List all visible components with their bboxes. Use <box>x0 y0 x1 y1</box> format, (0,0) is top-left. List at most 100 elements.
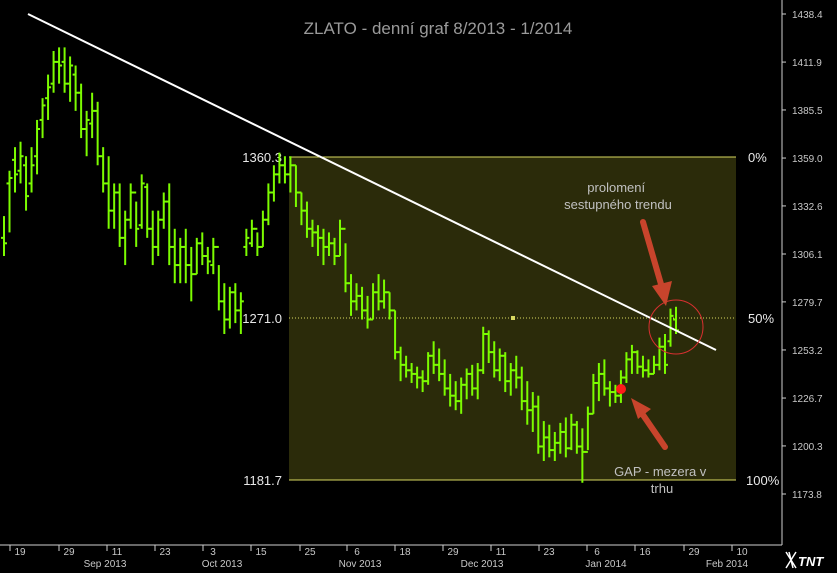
ohlc-bar <box>331 237 338 266</box>
ohlc-bar <box>342 227 349 293</box>
ohlc-bar <box>94 101 101 166</box>
ohlc-bar <box>502 352 509 393</box>
y-tick-label: 1253.2 <box>792 346 823 357</box>
ohlc-bar <box>122 210 129 266</box>
ohlc-bar <box>133 191 140 247</box>
ohlc-bar <box>6 170 13 233</box>
ohlc-bar <box>540 421 547 461</box>
ohlc-bar <box>39 98 46 139</box>
ohlc-bar <box>193 237 200 276</box>
ohlc-bar <box>314 225 321 256</box>
ohlc-bar <box>590 373 597 415</box>
ohlc-bar <box>111 183 118 229</box>
breakout-annotation: prolomení sestupného trendu <box>564 180 672 212</box>
fib-zone <box>289 156 736 481</box>
x-tick-label: 23 <box>159 547 171 558</box>
ohlc-bar <box>34 119 41 175</box>
ohlc-bar <box>436 348 443 382</box>
ohlc-bar <box>215 245 222 311</box>
ohlc-bar <box>535 395 542 454</box>
ohlc-bar <box>634 350 641 374</box>
ohlc-bar <box>210 237 217 275</box>
ohlc-bar <box>67 56 74 102</box>
ohlc-bar <box>105 156 112 229</box>
ohlc-bar <box>56 47 63 84</box>
y-tick-label: 1332.6 <box>792 202 823 213</box>
ohlc-bar <box>364 295 371 329</box>
tnt-logo: TNT <box>783 546 837 573</box>
y-tick-label: 1438.4 <box>792 10 823 21</box>
ohlc-bar <box>337 219 343 257</box>
ohlc-bar <box>320 228 327 266</box>
ohlc-bar <box>23 156 30 211</box>
x-tick-label: 6 <box>594 547 600 558</box>
ohlc-bar <box>160 192 167 229</box>
x-tick-label: 6 <box>354 547 360 558</box>
ohlc-bar <box>144 183 151 238</box>
ohlc-bar <box>370 283 377 321</box>
ohlc-bar <box>579 428 586 483</box>
ohlc-bar <box>182 228 189 284</box>
ohlc-bar <box>149 210 156 266</box>
x-tick-label: 29 <box>688 547 700 558</box>
ohlc-bar <box>348 274 355 316</box>
ohlc-bar <box>89 92 96 139</box>
ohlc-bar <box>177 237 184 284</box>
ohlc-bar <box>28 147 35 193</box>
breakout-circle <box>648 299 704 355</box>
fib-pct-label-0: 0% <box>748 150 767 165</box>
ohlc-bar <box>248 219 255 247</box>
ohlc-bar <box>281 156 288 184</box>
ohlc-bar <box>171 228 178 284</box>
y-tick-label: 1411.9 <box>792 58 822 69</box>
ohlc-bar <box>392 309 399 360</box>
ohlc-bar <box>485 330 492 364</box>
gap-arrow <box>631 398 668 450</box>
ohlc-bar <box>155 210 162 256</box>
x-month-label: Nov 2013 <box>339 559 382 570</box>
ohlc-bar <box>562 417 569 458</box>
price-bars <box>1 47 679 483</box>
ohlc-bar <box>287 156 294 193</box>
ohlc-bar <box>518 366 525 411</box>
y-tick-label: 1359.0 <box>792 154 823 165</box>
ohlc-bar <box>309 219 316 247</box>
x-tick-label: 19 <box>14 547 26 558</box>
ohlc-bar <box>116 183 123 247</box>
ohlc-bar <box>414 366 421 389</box>
ohlc-bar <box>628 344 635 374</box>
ohlc-bar <box>359 286 366 320</box>
y-tick-label: 1173.8 <box>792 490 822 501</box>
ohlc-bar <box>441 359 448 396</box>
ohlc-bar <box>72 65 79 111</box>
ohlc-bar <box>463 368 470 400</box>
ohlc-bar <box>325 232 332 256</box>
y-tick-label: 1200.3 <box>792 442 823 453</box>
ohlc-bar <box>83 110 90 157</box>
ohlc-bar <box>237 292 244 334</box>
ohlc-bar <box>298 191 305 226</box>
ohlc-bar <box>243 228 250 256</box>
gap-annotation-line-2: trhu <box>651 481 673 496</box>
gap-annotation: GAP - mezera v trhu <box>614 464 710 496</box>
ohlc-bar <box>292 164 299 208</box>
ohlc-bar <box>645 359 652 378</box>
ohlc-bar <box>584 406 591 453</box>
ohlc-bar <box>17 141 24 184</box>
x-tick-label: 11 <box>112 547 123 558</box>
x-tick-label: 11 <box>496 547 507 558</box>
ohlc-bar <box>639 355 646 378</box>
ohlc-bar <box>529 392 536 432</box>
ohlc-bar <box>232 283 239 324</box>
x-tick-label: 29 <box>447 547 459 558</box>
ohlc-bar <box>507 363 514 396</box>
ohlc-bar <box>403 355 410 378</box>
ohlc-bar <box>1 216 7 256</box>
y-axis-ticks: 1438.4 1411.9 1385.5 1359.0 1332.6 1306.1 1279… <box>782 10 823 501</box>
ohlc-bar <box>50 51 57 93</box>
x-month-label: Oct 2013 <box>202 559 243 570</box>
ohlc-bar <box>656 337 663 371</box>
breakout-arrow <box>640 219 672 306</box>
ohlc-bar <box>568 413 575 451</box>
